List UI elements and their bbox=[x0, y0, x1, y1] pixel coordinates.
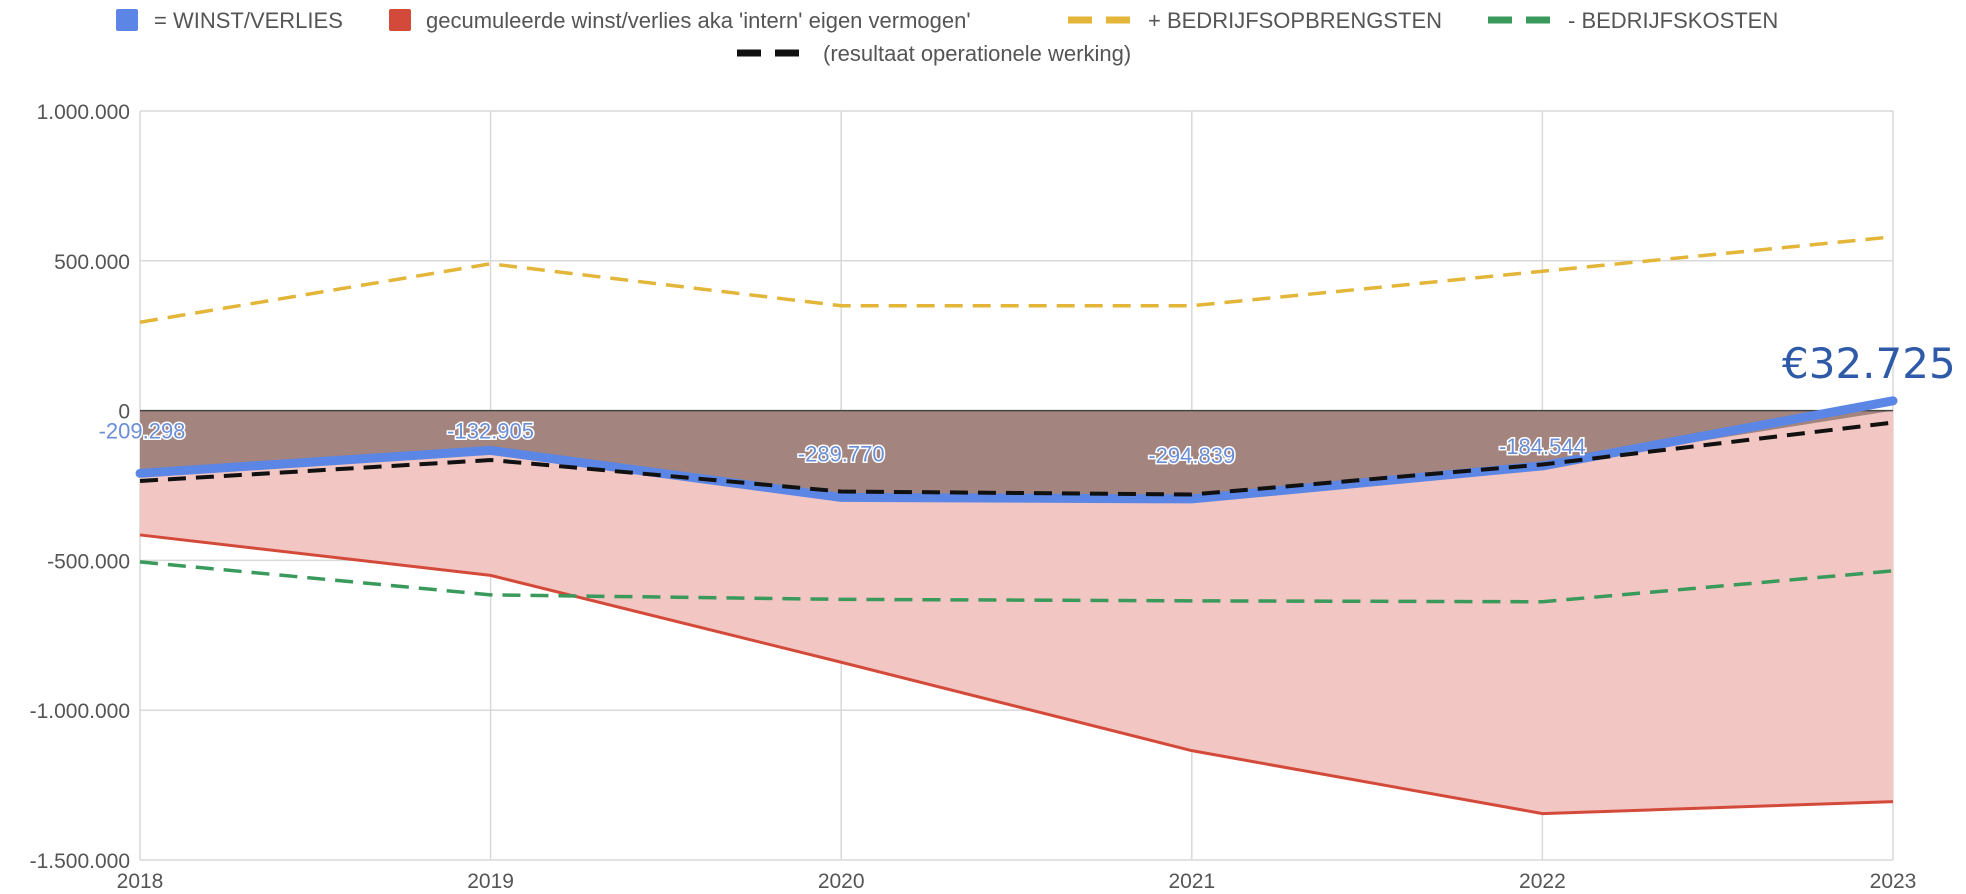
winst-negative-band bbox=[140, 410, 1893, 499]
cumulative-line bbox=[139, 533, 1894, 816]
plot-area: 1.000.000 500.000 0 -500.000 -1.000.000 -1.50… bbox=[30, 101, 1917, 893]
y-tick-label-5: -1.500.000 bbox=[30, 850, 130, 873]
legend-swatch-cumulative bbox=[389, 9, 411, 31]
winst-data-label-2021: -294.839 bbox=[1148, 443, 1235, 468]
winst-2023-annotation: €32.725 bbox=[1782, 339, 1956, 388]
y-tick-label-3: -500.000 bbox=[47, 550, 130, 573]
cumulative-area bbox=[140, 410, 1893, 814]
y-tick-label-4: -1.000.000 bbox=[30, 700, 130, 723]
winst-line bbox=[135, 396, 1898, 504]
opbrengsten-line bbox=[139, 235, 1894, 324]
legend-label-kosten: - BEDRIJFSKOSTEN bbox=[1568, 8, 1778, 33]
legend-label-resultaat: (resultaat operationele werking) bbox=[823, 41, 1131, 66]
legend-label-opbrengsten: + BEDRIJFSOPBRENGSTEN bbox=[1148, 8, 1442, 33]
y-tick-label-0: 1.000.000 bbox=[37, 101, 130, 124]
legend: = WINST/VERLIES gecumuleerde winst/verli… bbox=[116, 8, 1778, 66]
resultaat-line bbox=[139, 420, 1894, 497]
winst-data-label-2022: -184.544 bbox=[1499, 434, 1586, 459]
x-tick-label-2022: 2022 bbox=[1519, 870, 1566, 893]
winst-data-label-2018: -209.298 bbox=[99, 418, 186, 443]
legend-label-cumulative: gecumuleerde winst/verlies aka 'intern' … bbox=[426, 8, 971, 33]
x-tick-label-2023: 2023 bbox=[1870, 870, 1917, 893]
x-tick-label-2019: 2019 bbox=[467, 870, 514, 893]
x-tick-label-2020: 2020 bbox=[818, 870, 865, 893]
x-tick-label-2021: 2021 bbox=[1168, 870, 1215, 893]
legend-label-winst: = WINST/VERLIES bbox=[154, 8, 343, 33]
y-tick-label-1: 500.000 bbox=[54, 251, 130, 274]
legend-swatch-winst bbox=[116, 9, 138, 31]
x-tick-label-2018: 2018 bbox=[117, 870, 164, 893]
y-tick-label-2: 0 bbox=[118, 401, 130, 424]
winst-data-label-2019: -132.905 bbox=[447, 418, 534, 443]
kosten-line bbox=[139, 560, 1894, 604]
winst-data-label-2020: -289.770 bbox=[798, 441, 885, 466]
